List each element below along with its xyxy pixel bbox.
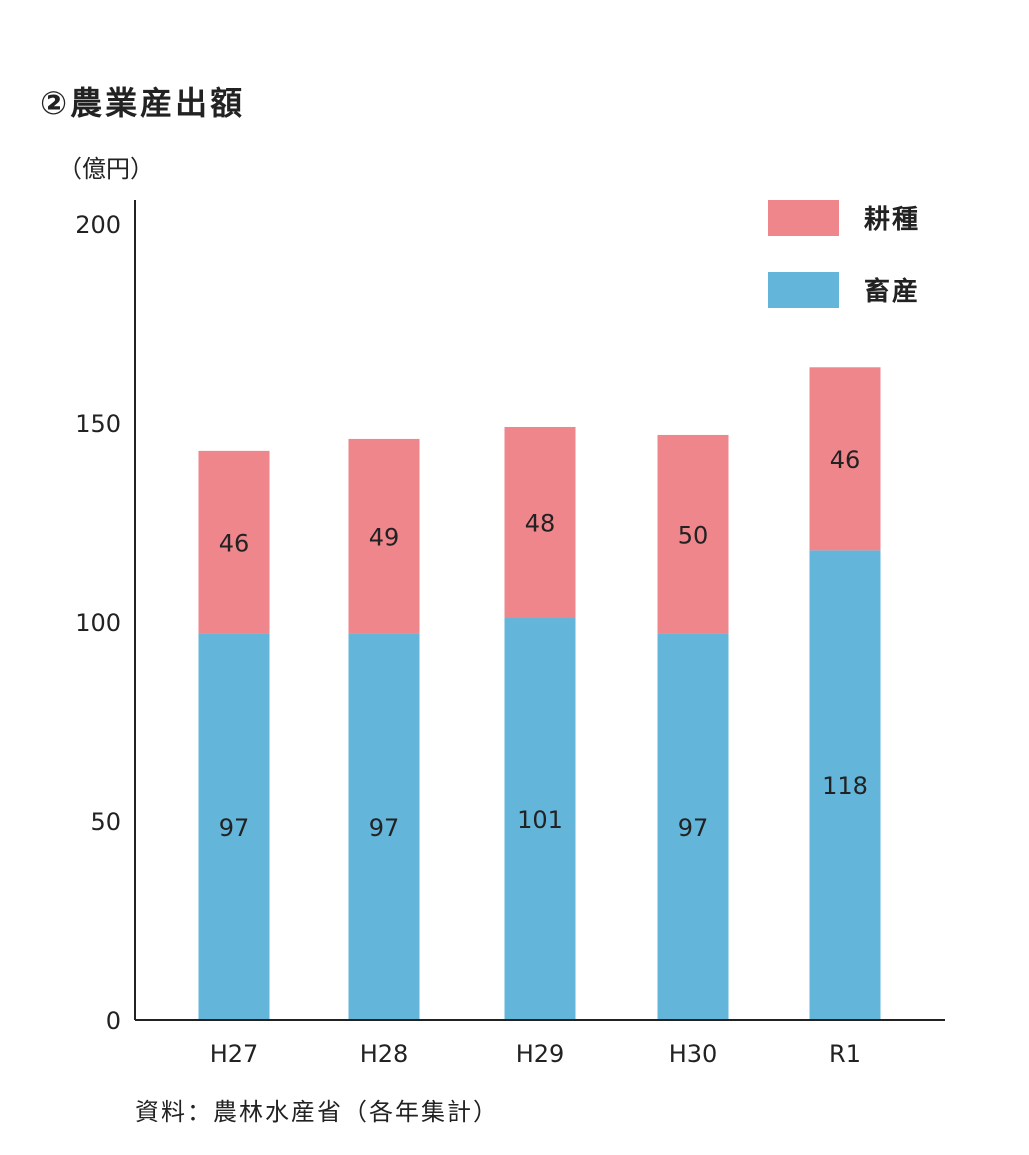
x-axis: H27 H28 H29 H30 R1 [135,1019,945,1068]
bar-data-label: 97 [678,814,709,842]
bar-data-label: 97 [219,814,250,842]
y-tick-label: 100 [75,609,121,637]
bar-crop-h29 [504,426,576,619]
x-tick-label: H30 [669,1040,718,1068]
y-tick-label: 50 [90,808,121,836]
bar-livestock-h28 [348,633,420,1020]
bar-data-label: 50 [678,521,709,549]
y-tick-label: 200 [75,211,121,239]
bar-crop-h28 [348,438,420,634]
source-note: 資料：農林水産省（各年集計） [135,1098,499,1126]
y-axis: 0 50 100 150 200 [75,200,136,1035]
bar-livestock-h30 [657,633,729,1020]
legend-swatch [768,272,839,308]
y-tick-label: 0 [106,1007,121,1035]
x-tick-label: R1 [829,1040,861,1068]
bar-crop-r1 [809,367,881,551]
bar-crop-h30 [657,434,729,634]
x-tick-label: H28 [360,1040,409,1068]
bar-livestock-r1 [809,550,881,1020]
x-tick-label: H29 [516,1040,565,1068]
legend-label: 畜産 [864,276,920,307]
bar-data-label: 48 [525,510,556,538]
bar-crop-h27 [198,450,270,634]
bar-livestock-h27 [198,633,270,1020]
bar-livestock-h29 [504,618,576,1020]
bar-data-label: 101 [517,806,563,834]
bar-data-label: 46 [219,529,250,557]
legend-swatch [768,200,839,236]
bar-data-label: 46 [830,446,861,474]
bar-data-label: 49 [369,523,400,551]
bar-data-label: 118 [822,772,868,800]
y-axis-unit-label: （億円） [58,155,154,183]
bar-data-label: 97 [369,814,400,842]
bars: 97 46 97 49 101 48 97 50 118 46 [198,367,881,1020]
chart-title: ②農業産出額 [40,84,246,122]
y-tick-label: 150 [75,410,121,438]
legend-label: 耕種 [864,205,920,235]
x-tick-label: H27 [210,1040,259,1068]
